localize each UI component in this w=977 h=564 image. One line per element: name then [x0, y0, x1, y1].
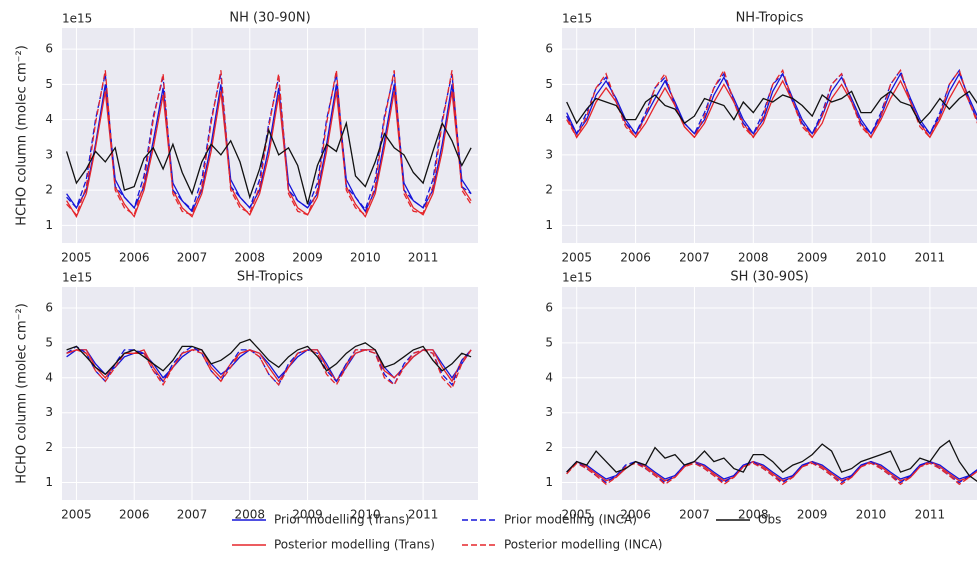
offset-label: 1e15 [62, 271, 92, 285]
x-tick-label: 2006 [119, 508, 150, 522]
x-tick-label: 2009 [292, 508, 323, 522]
x-tick-label: 2010 [350, 251, 381, 265]
panel: 1 2 3 4 5 6 2005 2006 2007 2008 2009 2010 2011 SH-Tro… [15, 270, 478, 522]
x-tick-label: 2007 [679, 508, 710, 522]
series-line [65, 120, 472, 205]
series-line [66, 349, 472, 390]
x-tick-label: 2011 [408, 508, 439, 522]
x-tick-label: 2008 [235, 251, 266, 265]
y-tick-label: 5 [45, 77, 53, 91]
y-tick-label: 5 [545, 335, 553, 349]
panel: 1 2 3 4 5 6 2005 2006 2007 2008 2009 2010 2011 NH (30… [15, 11, 478, 265]
y-axis-label: HCHO column (molec cm⁻²) [15, 45, 30, 226]
y-tick-label: 6 [545, 300, 553, 314]
series-line [66, 70, 472, 217]
chart-title: SH (30-90S) [730, 270, 808, 285]
offset-label: 1e15 [62, 12, 92, 26]
legend-label: Obs [758, 513, 781, 527]
x-tick-label: 2010 [856, 508, 887, 522]
x-tick-label: 2005 [61, 508, 92, 522]
series-line [566, 68, 977, 139]
x-tick-label: 2009 [797, 508, 828, 522]
x-tick-label: 2005 [561, 251, 592, 265]
y-axis-label: HCHO column (molec cm⁻²) [15, 303, 30, 484]
y-tick-label: 2 [45, 183, 53, 197]
lines [566, 439, 977, 486]
lines [66, 338, 472, 390]
x-tick-label: 2007 [177, 508, 208, 522]
x-tick-label: 2009 [292, 251, 323, 265]
x-tick-label: 2006 [119, 251, 150, 265]
y-tick-label: 2 [45, 440, 53, 454]
y-tick-label: 1 [45, 475, 53, 489]
y-tick-label: 3 [45, 147, 53, 161]
y-tick-label: 4 [545, 370, 553, 384]
y-tick-label: 5 [45, 335, 53, 349]
x-tick-label: 2005 [561, 508, 592, 522]
y-tick-label: 6 [545, 42, 553, 56]
y-tick-label: 4 [545, 112, 553, 126]
series-line [566, 90, 977, 125]
chart-title: SH-Tropics [237, 270, 304, 285]
offset-label: 1e15 [562, 12, 592, 26]
y-tick-label: 6 [45, 300, 53, 314]
y-tick-label: 3 [545, 147, 553, 161]
legend-label: Prior modelling (INCA) [504, 513, 637, 527]
x-tick-label: 2011 [915, 251, 946, 265]
y-tick-label: 2 [545, 440, 553, 454]
x-tick-label: 2009 [797, 251, 828, 265]
series-line [566, 462, 977, 486]
x-tick-label: 2007 [679, 251, 710, 265]
panel: 1 2 3 4 5 6 2005 2006 2007 2008 2009 2010 2011 SH (30… [545, 270, 977, 522]
y-tick-label: 4 [45, 112, 53, 126]
legend-label: Prior modelling (Trans) [274, 513, 410, 527]
x-tick-label: 2007 [177, 251, 208, 265]
plot-background [62, 287, 478, 500]
y-tick-label: 1 [545, 218, 553, 232]
x-tick-label: 2011 [408, 251, 439, 265]
x-tick-label: 2008 [235, 508, 266, 522]
y-tick-label: 6 [45, 42, 53, 56]
series-line [66, 338, 472, 376]
y-tick-label: 4 [45, 370, 53, 384]
x-tick-label: 2008 [738, 508, 769, 522]
chart-title: NH (30-90N) [229, 11, 310, 26]
series-line [566, 439, 977, 482]
y-tick-label: 3 [45, 405, 53, 419]
x-tick-label: 2010 [350, 508, 381, 522]
legend-label: Posterior modelling (INCA) [504, 538, 662, 552]
offset-label: 1e15 [562, 271, 592, 285]
lines [65, 70, 472, 219]
x-tick-label: 2006 [620, 251, 651, 265]
y-tick-label: 2 [545, 183, 553, 197]
y-tick-label: 1 [545, 475, 553, 489]
panel: 1 2 3 4 5 6 2005 2006 2007 2008 2009 2010 2011 NH-Tro… [545, 11, 977, 265]
legend-label: Posterior modelling (Trans) [274, 538, 435, 552]
plot-background [62, 28, 478, 243]
x-tick-label: 2008 [738, 251, 769, 265]
x-tick-label: 2010 [856, 251, 887, 265]
x-tick-label: 2005 [61, 251, 92, 265]
plot-background [562, 28, 977, 243]
y-tick-label: 3 [545, 405, 553, 419]
lines [566, 68, 977, 139]
y-tick-label: 5 [545, 77, 553, 91]
chart-title: NH-Tropics [736, 11, 804, 26]
x-tick-label: 2011 [915, 508, 946, 522]
x-tick-label: 2006 [620, 508, 651, 522]
y-tick-label: 1 [45, 218, 53, 232]
